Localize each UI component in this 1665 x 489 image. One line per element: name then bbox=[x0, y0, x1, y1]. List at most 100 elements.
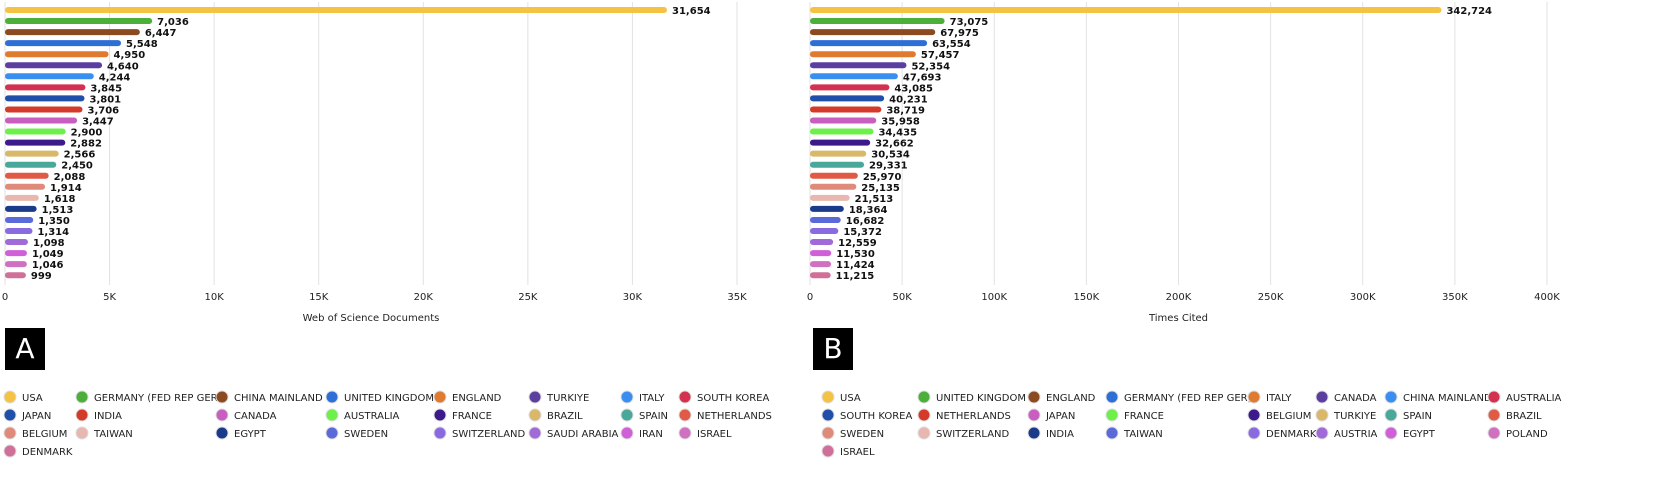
bar bbox=[810, 106, 882, 113]
bar bbox=[5, 106, 83, 113]
value-label: 2,900 bbox=[71, 128, 103, 139]
legend-swatch bbox=[620, 426, 634, 440]
legend-label: ITALY bbox=[1266, 393, 1292, 404]
legend-label: POLAND bbox=[1506, 429, 1548, 440]
legend-swatch bbox=[821, 390, 835, 404]
bar bbox=[810, 73, 898, 80]
legend-swatch bbox=[1105, 390, 1119, 404]
x-tick-label: 350K bbox=[1442, 292, 1468, 303]
bar bbox=[5, 228, 33, 234]
bar bbox=[5, 7, 668, 13]
bar bbox=[810, 7, 1442, 13]
bar bbox=[5, 172, 49, 179]
x-tick-label: 25K bbox=[518, 292, 538, 303]
legend-swatch bbox=[1487, 408, 1501, 422]
value-label: 2,450 bbox=[61, 161, 93, 172]
legend-label: ENGLAND bbox=[1046, 393, 1096, 404]
bar bbox=[810, 172, 858, 179]
legend-swatch bbox=[325, 408, 339, 422]
legend-label: DENMARK bbox=[22, 447, 73, 458]
value-label: 2,882 bbox=[70, 139, 102, 150]
legend-swatch bbox=[3, 408, 17, 422]
value-label: 32,662 bbox=[875, 139, 914, 150]
legend-label: UNITED KINGDOM bbox=[936, 393, 1026, 404]
value-label: 29,331 bbox=[869, 161, 908, 172]
bar bbox=[810, 183, 857, 190]
legend-label: BRAZIL bbox=[547, 411, 583, 422]
bar bbox=[810, 228, 839, 234]
legend-swatch bbox=[821, 444, 835, 458]
bar bbox=[5, 261, 27, 268]
value-label: 21,513 bbox=[855, 194, 894, 205]
value-label: 34,435 bbox=[878, 128, 917, 139]
legend-label: FRANCE bbox=[1124, 411, 1164, 422]
bar bbox=[810, 205, 844, 212]
legend-swatch bbox=[1487, 390, 1501, 404]
value-label: 25,135 bbox=[861, 183, 900, 194]
bar bbox=[5, 161, 57, 168]
panel-box bbox=[813, 328, 853, 370]
legend-label: SOUTH KOREA bbox=[697, 393, 769, 404]
legend-swatch bbox=[678, 390, 692, 404]
legend-swatch bbox=[325, 390, 339, 404]
value-label: 1,513 bbox=[42, 205, 74, 216]
legend-swatch bbox=[215, 426, 229, 440]
x-tick-label: 250K bbox=[1258, 292, 1284, 303]
x-tick-label: 150K bbox=[1074, 292, 1100, 303]
legend-swatch bbox=[215, 408, 229, 422]
legend-label: INDIA bbox=[1046, 429, 1074, 440]
legend-swatch bbox=[1315, 408, 1329, 422]
legend-label: EGYPT bbox=[1403, 429, 1436, 440]
legend-swatch bbox=[678, 426, 692, 440]
bar bbox=[5, 272, 26, 279]
legend-swatch bbox=[433, 426, 447, 440]
bar bbox=[810, 128, 874, 135]
legend-label: USA bbox=[22, 393, 43, 404]
value-label: 3,845 bbox=[90, 83, 122, 94]
legend-swatch bbox=[325, 426, 339, 440]
legend-label: NETHERLANDS bbox=[936, 411, 1011, 422]
legend-label: AUSTRIA bbox=[1334, 429, 1378, 440]
value-label: 38,719 bbox=[886, 105, 925, 116]
bar bbox=[810, 18, 945, 25]
legend-label: JAPAN bbox=[1045, 411, 1075, 422]
bar bbox=[810, 239, 834, 246]
x-tick-label: 5K bbox=[103, 292, 116, 303]
legend-label: SWITZERLAND bbox=[452, 429, 526, 440]
value-label: 4,950 bbox=[114, 50, 146, 61]
bar bbox=[5, 62, 103, 69]
x-tick-label: 0 bbox=[2, 292, 8, 303]
value-label: 31,654 bbox=[672, 6, 711, 17]
legend-swatch bbox=[1027, 408, 1041, 422]
bar bbox=[810, 51, 916, 58]
legend-swatch bbox=[620, 408, 634, 422]
value-label: 1,098 bbox=[33, 238, 65, 249]
bar bbox=[810, 40, 928, 47]
legend-swatch bbox=[528, 408, 542, 422]
bar bbox=[5, 205, 37, 212]
legend-swatch bbox=[433, 408, 447, 422]
legend-label: ITALY bbox=[639, 393, 665, 404]
legend-swatch bbox=[917, 408, 931, 422]
value-label: 7,036 bbox=[157, 17, 189, 28]
bar bbox=[5, 183, 46, 190]
value-label: 43,085 bbox=[894, 83, 933, 94]
panel-box bbox=[5, 328, 45, 370]
legend-swatch bbox=[528, 426, 542, 440]
legend-label: EGYPT bbox=[234, 429, 267, 440]
legend-label: AUSTRALIA bbox=[344, 411, 400, 422]
legend-label: FRANCE bbox=[452, 411, 492, 422]
value-label: 2,566 bbox=[64, 150, 96, 161]
value-label: 15,372 bbox=[843, 227, 882, 238]
value-label: 5,548 bbox=[126, 39, 158, 50]
bar bbox=[5, 194, 39, 201]
value-label: 73,075 bbox=[950, 17, 989, 28]
legend-label: GERMANY (FED REP GER) bbox=[94, 393, 222, 404]
bar bbox=[810, 161, 865, 168]
legend-swatch bbox=[917, 426, 931, 440]
legend-label: CANADA bbox=[1334, 393, 1377, 404]
bar bbox=[810, 150, 867, 157]
legend-swatch bbox=[917, 390, 931, 404]
legend-swatch bbox=[75, 390, 89, 404]
legend-label: ISRAEL bbox=[840, 447, 875, 458]
